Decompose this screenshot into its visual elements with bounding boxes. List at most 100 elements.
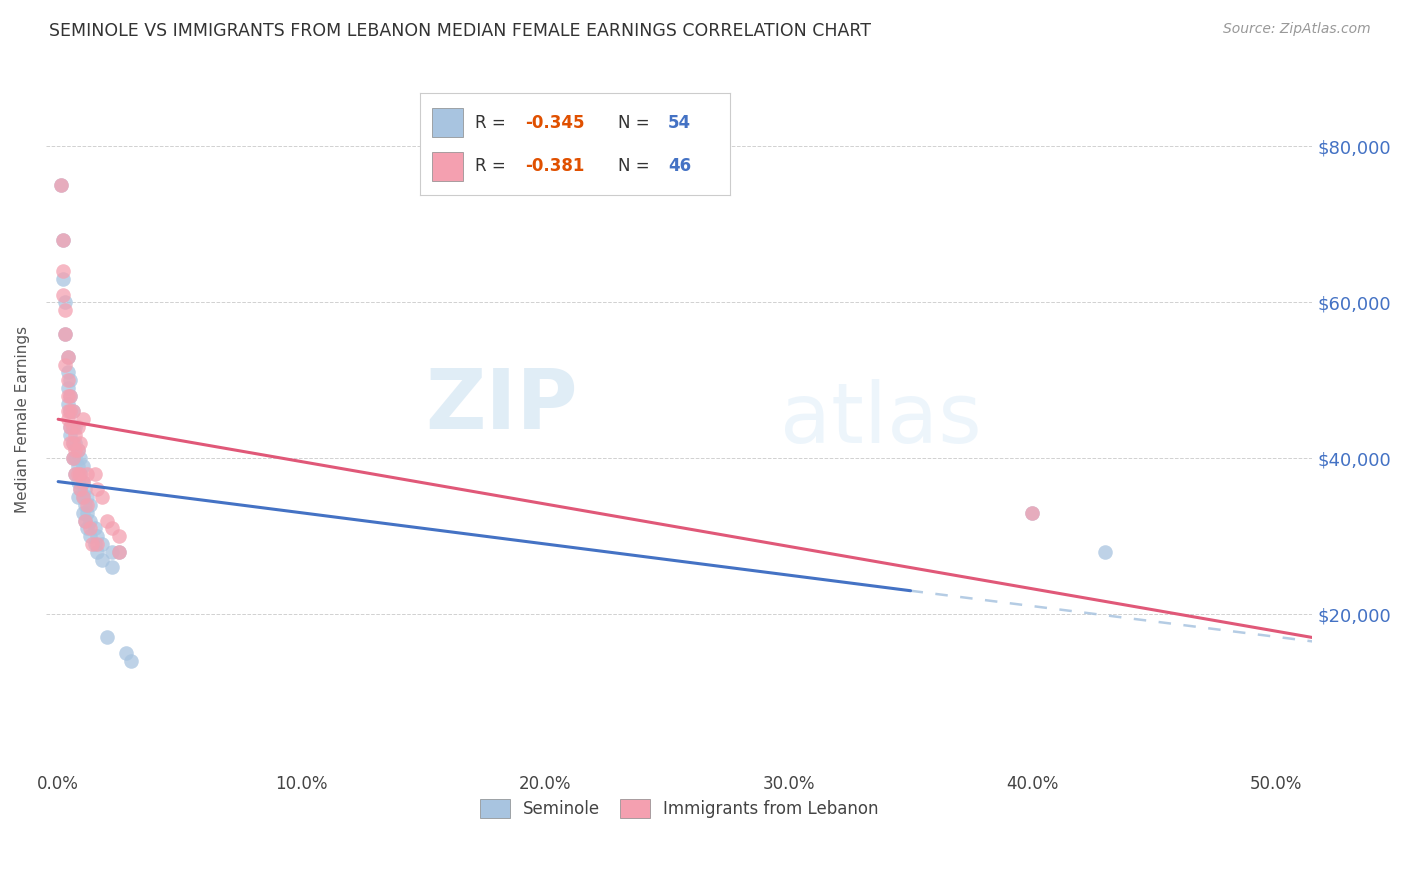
Point <box>69 483 91 497</box>
Point <box>56 350 79 364</box>
Point <box>66 443 89 458</box>
Point <box>100 560 122 574</box>
Point <box>1021 506 1043 520</box>
Point <box>56 366 79 380</box>
Point <box>76 490 98 504</box>
Point <box>86 545 108 559</box>
Point <box>56 373 79 387</box>
Point <box>62 451 84 466</box>
Point <box>59 420 82 434</box>
Point <box>91 552 114 566</box>
Point <box>66 443 89 458</box>
Point <box>62 404 84 418</box>
Legend: Seminole, Immigrants from Lebanon: Seminole, Immigrants from Lebanon <box>472 792 886 825</box>
Point <box>59 435 82 450</box>
Point <box>59 389 82 403</box>
Point <box>66 420 89 434</box>
Point <box>72 490 94 504</box>
Point <box>49 178 72 193</box>
Point <box>52 287 75 301</box>
Point <box>76 467 98 481</box>
Point <box>82 537 104 551</box>
Point <box>1094 545 1116 559</box>
Point <box>63 420 86 434</box>
Point <box>66 475 89 489</box>
Point <box>55 358 77 372</box>
Point <box>59 404 82 418</box>
Point <box>69 451 91 466</box>
Point <box>100 521 122 535</box>
Point <box>62 435 84 450</box>
Point <box>56 397 79 411</box>
Text: atlas: atlas <box>780 379 983 459</box>
Point <box>86 537 108 551</box>
Point <box>55 303 77 318</box>
Point <box>62 451 84 466</box>
Point <box>69 467 91 481</box>
Point <box>52 272 75 286</box>
Point <box>76 498 98 512</box>
Point <box>96 514 118 528</box>
Point <box>86 529 108 543</box>
Text: SEMINOLE VS IMMIGRANTS FROM LEBANON MEDIAN FEMALE EARNINGS CORRELATION CHART: SEMINOLE VS IMMIGRANTS FROM LEBANON MEDI… <box>49 22 872 40</box>
Point <box>83 521 105 535</box>
Y-axis label: Median Female Earnings: Median Female Earnings <box>15 326 30 513</box>
Point <box>83 467 105 481</box>
Point <box>108 545 131 559</box>
Point <box>55 295 77 310</box>
Point <box>76 521 98 535</box>
Point <box>59 389 82 403</box>
Point <box>108 545 131 559</box>
Text: ZIP: ZIP <box>426 365 578 446</box>
Point <box>63 451 86 466</box>
Point <box>63 435 86 450</box>
Point <box>52 233 75 247</box>
Point <box>56 381 79 395</box>
Point <box>66 458 89 473</box>
Point <box>72 458 94 473</box>
Point <box>91 537 114 551</box>
Point <box>72 412 94 426</box>
Point <box>63 427 86 442</box>
Point <box>100 545 122 559</box>
Point <box>62 404 84 418</box>
Point <box>72 506 94 520</box>
Point <box>73 514 96 528</box>
Point <box>52 233 75 247</box>
Point <box>83 537 105 551</box>
Point <box>73 514 96 528</box>
Point <box>79 521 101 535</box>
Point <box>62 435 84 450</box>
Point <box>63 467 86 481</box>
Point <box>76 506 98 520</box>
Point <box>86 483 108 497</box>
Point <box>59 404 82 418</box>
Point <box>62 420 84 434</box>
Point <box>56 350 79 364</box>
Point <box>63 443 86 458</box>
Point <box>69 483 91 497</box>
Point <box>72 490 94 504</box>
Point <box>66 467 89 481</box>
Point <box>115 646 138 660</box>
Point <box>72 475 94 489</box>
Point <box>66 490 89 504</box>
Point <box>55 326 77 341</box>
Point <box>79 498 101 512</box>
Point <box>52 264 75 278</box>
Text: Source: ZipAtlas.com: Source: ZipAtlas.com <box>1223 22 1371 37</box>
Point <box>56 404 79 418</box>
Point <box>120 654 142 668</box>
Point <box>56 389 79 403</box>
Point <box>96 631 118 645</box>
Point <box>49 178 72 193</box>
Point <box>1021 506 1043 520</box>
Point <box>56 412 79 426</box>
Point <box>69 467 91 481</box>
Point <box>73 498 96 512</box>
Point <box>59 427 82 442</box>
Point <box>91 490 114 504</box>
Point <box>59 373 82 387</box>
Point <box>55 326 77 341</box>
Point <box>69 435 91 450</box>
